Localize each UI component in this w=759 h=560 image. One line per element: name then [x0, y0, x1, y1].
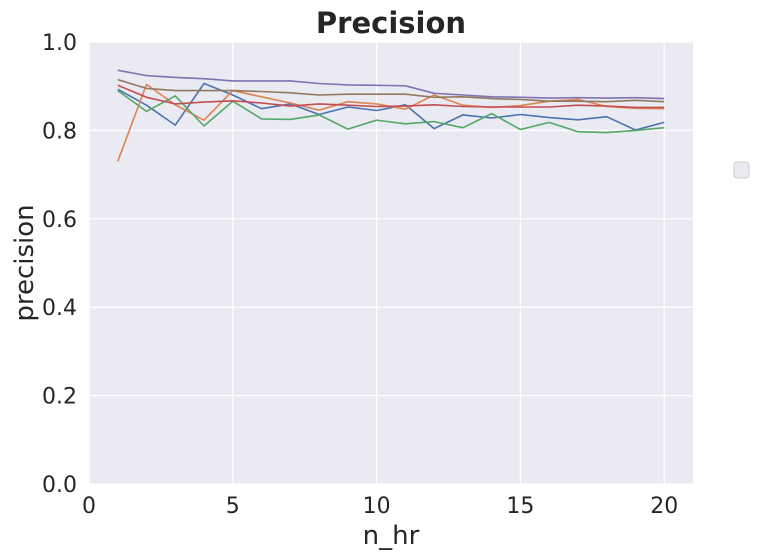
legend-box: [733, 161, 750, 179]
x-axis-label: n_hr: [363, 521, 420, 551]
x-tick-label: 15: [506, 494, 534, 519]
y-tick-label: 0.6: [42, 208, 77, 233]
x-tick-label: 5: [226, 494, 240, 519]
series-line-4: [117, 84, 665, 109]
y-tick-labels: 0.0 0.2 0.4 0.6 0.8 1.0: [42, 31, 77, 498]
series-line-6: [117, 78, 665, 103]
plot-area: [89, 42, 693, 484]
y-tick-label: 0.8: [42, 119, 77, 144]
series-line-3: [117, 89, 665, 134]
chart-title: Precision: [316, 6, 466, 40]
x-tick-label: 10: [363, 494, 391, 519]
y-tick-label: 0.4: [42, 296, 77, 321]
series-lines: [117, 69, 665, 162]
y-tick-label: 0.2: [42, 385, 77, 410]
x-tick-labels: 0 5 10 15 20: [82, 494, 678, 519]
y-axis-label: precision: [10, 204, 40, 321]
series-line-5: [117, 69, 665, 100]
grid: [88, 41, 693, 485]
series-line-1: [117, 82, 665, 131]
y-tick-label: 1.0: [42, 31, 77, 56]
x-tick-label: 20: [650, 494, 678, 519]
y-tick-label: 0.0: [42, 473, 77, 498]
x-tick-label: 0: [82, 494, 96, 519]
